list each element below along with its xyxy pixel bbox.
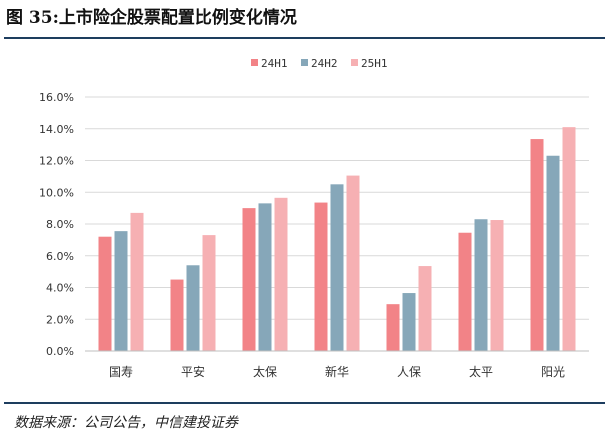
y-tick-label: 4.0% <box>46 282 74 295</box>
y-axis-tick-labels: 0.0% 2.0% 4.0% 6.0% 8.0% 10.0% 12.0% 14.0% 16.0% <box>39 91 74 358</box>
y-tick-label: 8.0% <box>46 218 74 231</box>
bar <box>130 212 144 351</box>
bar <box>418 266 432 351</box>
bars <box>98 127 576 351</box>
category-label: 阳光 <box>541 365 565 379</box>
bar <box>242 208 256 351</box>
legend-swatch <box>251 59 258 66</box>
legend-swatch <box>351 59 358 66</box>
bar <box>186 265 200 351</box>
bar <box>530 139 544 351</box>
bar <box>114 231 128 351</box>
bar <box>170 279 184 351</box>
legend-label: 24H2 <box>311 57 338 70</box>
bar <box>202 235 216 351</box>
bar <box>386 304 400 351</box>
category-label: 新华 <box>325 364 349 379</box>
category-label: 太平 <box>469 364 493 379</box>
bar <box>474 219 488 351</box>
bar <box>546 155 560 351</box>
y-tick-label: 10.0% <box>39 186 74 199</box>
bar <box>402 293 416 351</box>
y-tick-label: 2.0% <box>46 313 74 326</box>
y-tick-label: 12.0% <box>39 155 74 168</box>
bar <box>346 175 360 351</box>
y-tick-label: 0.0% <box>46 345 74 358</box>
bar <box>330 184 344 351</box>
bar <box>258 203 272 351</box>
legend-swatch <box>301 59 308 66</box>
category-label: 平安 <box>181 364 205 379</box>
legend-label: 24H1 <box>261 57 288 70</box>
bar-chart: 0.0% 2.0% 4.0% 6.0% 8.0% 10.0% 12.0% 14.0% 16.0%… <box>39 57 589 379</box>
legend: 24H1 24H2 25H1 <box>251 57 388 70</box>
category-labels: 国寿 平安 太保 新华 人保 太平 阳光 <box>109 364 565 379</box>
title-divider <box>4 37 605 39</box>
figure-title: 图 35:上市险企股票配置比例变化情况 <box>6 8 297 28</box>
bar <box>274 197 288 351</box>
bar <box>314 202 328 351</box>
y-tick-label: 6.0% <box>46 250 74 263</box>
bar <box>458 232 472 351</box>
bar <box>490 220 504 351</box>
category-label: 人保 <box>397 365 421 379</box>
category-label: 太保 <box>253 364 277 379</box>
bar <box>562 127 576 351</box>
footer-divider <box>4 402 605 404</box>
category-label: 国寿 <box>109 365 133 379</box>
y-tick-label: 16.0% <box>39 91 74 104</box>
source-note: 数据来源：公司公告，中信建投证券 <box>14 415 238 431</box>
y-tick-label: 14.0% <box>39 123 74 136</box>
bar <box>98 236 112 351</box>
legend-label: 25H1 <box>361 57 388 70</box>
